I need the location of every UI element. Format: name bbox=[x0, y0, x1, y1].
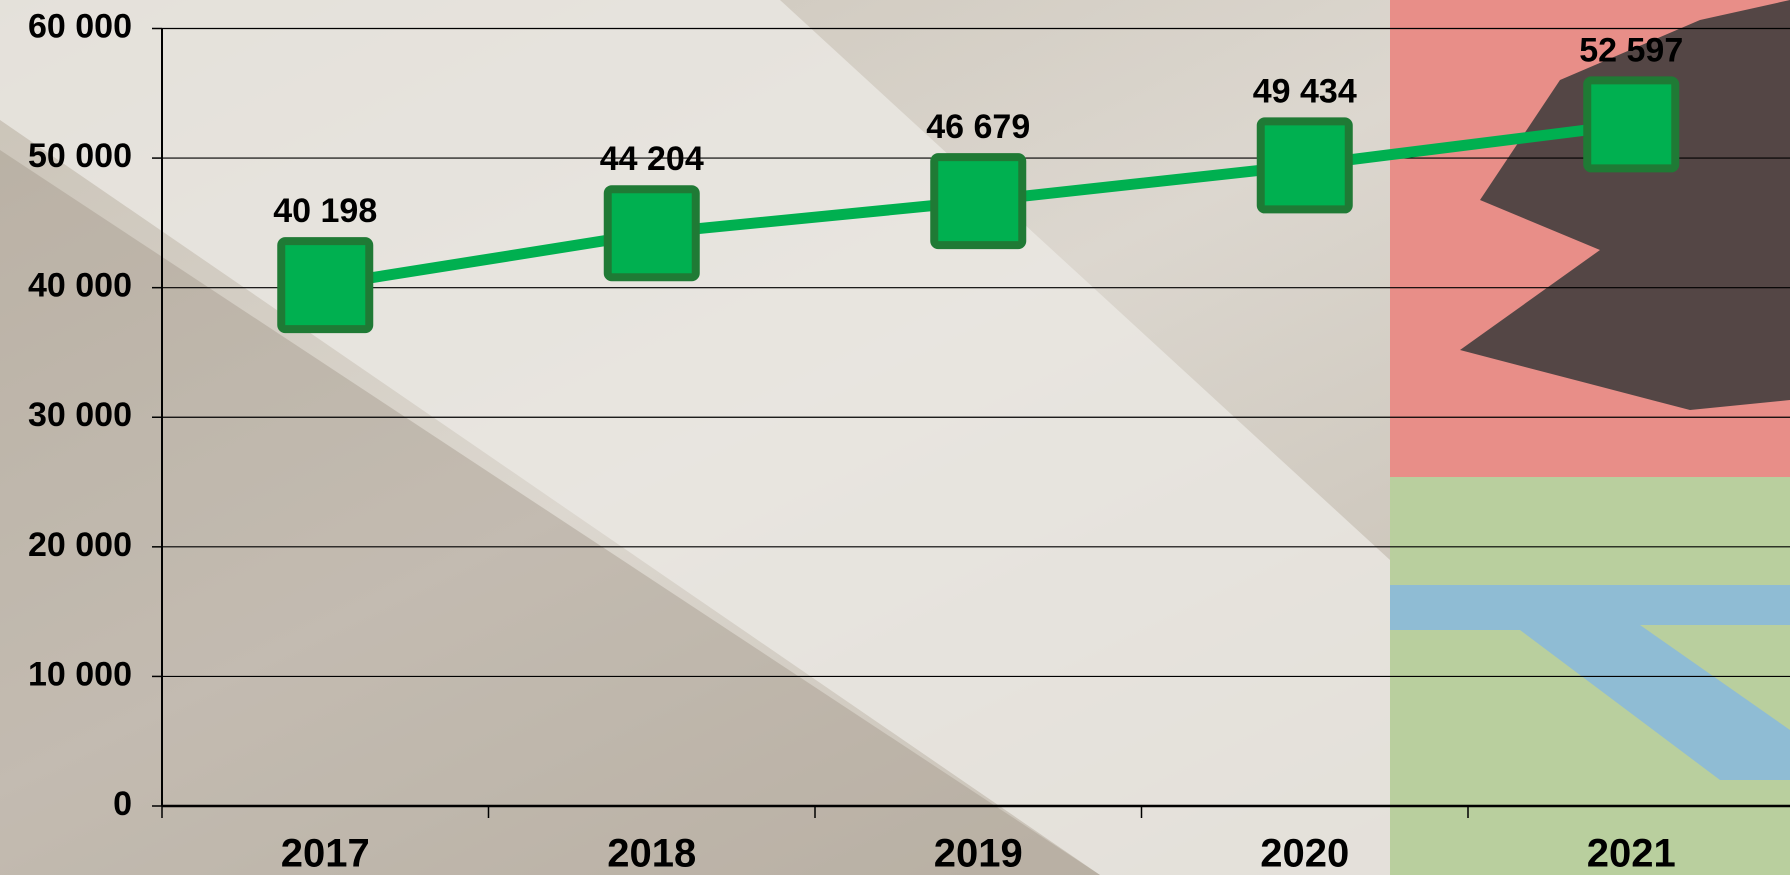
y-tick-label: 20 000 bbox=[28, 526, 132, 564]
y-tick-label: 60 000 bbox=[28, 7, 132, 45]
x-tick-label: 2020 bbox=[1260, 832, 1349, 875]
background-stripe bbox=[1390, 585, 1790, 780]
marker bbox=[603, 185, 700, 282]
background-shape bbox=[0, 0, 1390, 875]
marker bbox=[1256, 117, 1353, 214]
background-shape bbox=[0, 150, 1100, 875]
marker bbox=[1583, 76, 1680, 173]
x-tick-label: 2021 bbox=[1587, 832, 1676, 875]
value-label: 46 679 bbox=[926, 108, 1030, 146]
marker bbox=[277, 237, 374, 334]
x-tick-label: 2019 bbox=[934, 832, 1023, 875]
y-tick-label: 40 000 bbox=[28, 267, 132, 305]
y-tick-label: 30 000 bbox=[28, 396, 132, 434]
value-label: 49 434 bbox=[1253, 72, 1357, 110]
x-tick-label: 2017 bbox=[281, 832, 370, 875]
y-tick-label: 10 000 bbox=[28, 655, 132, 693]
y-tick-label: 50 000 bbox=[28, 137, 132, 175]
marker bbox=[930, 153, 1027, 250]
value-label: 44 204 bbox=[600, 140, 704, 178]
value-label: 52 597 bbox=[1579, 31, 1683, 69]
x-tick-label: 2018 bbox=[607, 832, 696, 875]
background-emblem bbox=[1460, 0, 1790, 410]
y-tick-label: 0 bbox=[113, 785, 132, 823]
value-label: 40 198 bbox=[273, 192, 377, 230]
